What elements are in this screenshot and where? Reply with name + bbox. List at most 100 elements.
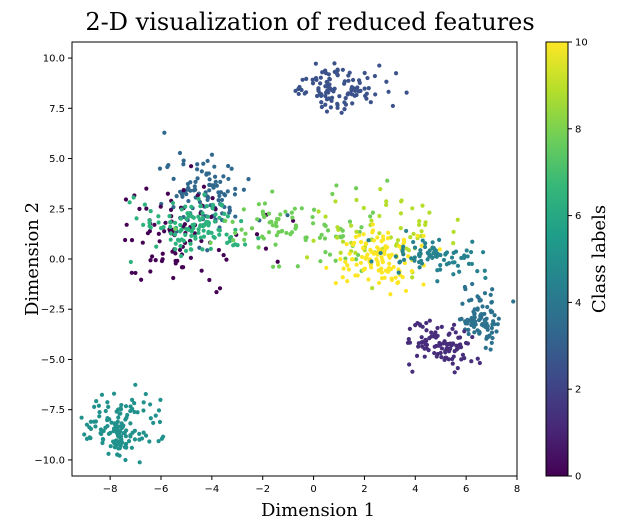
y-tick-label: 5.0 [49, 154, 65, 165]
scatter-point [365, 75, 370, 81]
scatter-point [183, 204, 188, 209]
scatter-point [395, 238, 401, 243]
scatter-point [139, 277, 144, 282]
scatter-point [317, 235, 322, 240]
scatter-point [128, 408, 133, 414]
scatter-point [192, 231, 198, 236]
scatter-point [427, 210, 432, 215]
scatter-point [241, 207, 246, 212]
scatter-point [304, 76, 309, 81]
scatter-point [60, 443, 64, 447]
scatter-point [379, 255, 384, 260]
scatter-point [106, 404, 111, 410]
scatter-point [398, 225, 403, 231]
scatter-point [101, 428, 106, 434]
colorbar [545, 41, 569, 477]
scatter-point [262, 201, 268, 206]
scatter-point [451, 272, 456, 277]
scatter-point [160, 251, 165, 256]
scatter-point [433, 330, 438, 335]
scatter-point [143, 433, 149, 438]
scatter-point [419, 335, 424, 340]
scatter-point [261, 212, 266, 217]
scatter-point [381, 237, 386, 242]
scatter-point [170, 200, 176, 206]
scatter-point [118, 406, 123, 411]
scatter-point [171, 275, 176, 281]
scatter-point [233, 186, 238, 191]
scatter-point [406, 254, 411, 259]
scatter-point [446, 261, 452, 266]
scatter-point [428, 254, 434, 259]
scatter-point [482, 268, 487, 273]
scatter-point [439, 346, 445, 351]
scatter-point [171, 176, 176, 181]
scatter-point [472, 312, 477, 317]
scatter-point [437, 237, 442, 242]
y-tick-label: −10.0 [34, 455, 65, 466]
scatter-point [204, 172, 209, 177]
scatter-point [103, 408, 108, 414]
scatter-point [302, 91, 307, 96]
scatter-point [88, 419, 93, 424]
scatter-point [256, 245, 261, 250]
scatter-point [196, 214, 201, 219]
scatter-point [141, 430, 146, 435]
scatter-point [490, 287, 495, 292]
scatter-point [326, 90, 331, 95]
colorbar-tick-label: 2 [575, 385, 581, 396]
scatter-point [184, 191, 189, 197]
scatter-point [327, 252, 333, 257]
scatter-point [143, 391, 148, 397]
scatter-point [492, 313, 497, 318]
scatter-point [221, 252, 226, 258]
scatter-point [183, 232, 188, 237]
scatter-point [353, 234, 358, 239]
scatter-point [485, 327, 490, 332]
x-axis-ticks: −8 −6 −4 −2 0 2 4 6 8 [103, 476, 520, 495]
scatter-point [266, 211, 272, 216]
scatter-point [357, 229, 362, 235]
scatter-point [239, 227, 244, 232]
scatter-point [475, 269, 480, 274]
scatter-point [92, 404, 97, 409]
scatter-point [350, 101, 355, 106]
scatter-point [465, 254, 470, 259]
scatter-point [91, 419, 97, 424]
scatter-point [368, 100, 373, 105]
scatter-point [290, 218, 296, 223]
scatter-point [462, 255, 467, 260]
scatter-point [325, 228, 331, 233]
scatter-point [201, 161, 206, 166]
scatter-point [449, 255, 455, 260]
scatter-point [350, 77, 356, 83]
scatter-point [209, 230, 214, 235]
x-tick-label: 2 [361, 484, 367, 495]
scatter-point [209, 214, 214, 220]
scatter-point [452, 370, 457, 375]
scatter-point [227, 239, 232, 244]
colorbar-tick-label: 8 [575, 124, 581, 135]
scatter-point [156, 220, 161, 225]
scatter-point [100, 436, 105, 442]
scatter-points [60, 61, 516, 465]
scatter-point [386, 267, 391, 272]
x-tick-label: −4 [204, 484, 219, 495]
scatter-point [100, 440, 105, 446]
scatter-point [469, 359, 474, 364]
scatter-point [135, 410, 140, 415]
scatter-point [421, 233, 426, 238]
scatter-point [115, 452, 120, 457]
scatter-point [366, 86, 371, 91]
scatter-point [212, 219, 217, 224]
scatter-point [362, 70, 367, 76]
scatter-point [147, 218, 152, 223]
scatter-point [323, 93, 328, 99]
scatter-point [229, 166, 234, 171]
scatter-point [311, 238, 316, 243]
scatter-point [358, 88, 363, 94]
scatter-point [343, 259, 348, 264]
scatter-point [189, 247, 194, 252]
scatter-point [297, 84, 302, 90]
scatter-point [451, 240, 456, 246]
